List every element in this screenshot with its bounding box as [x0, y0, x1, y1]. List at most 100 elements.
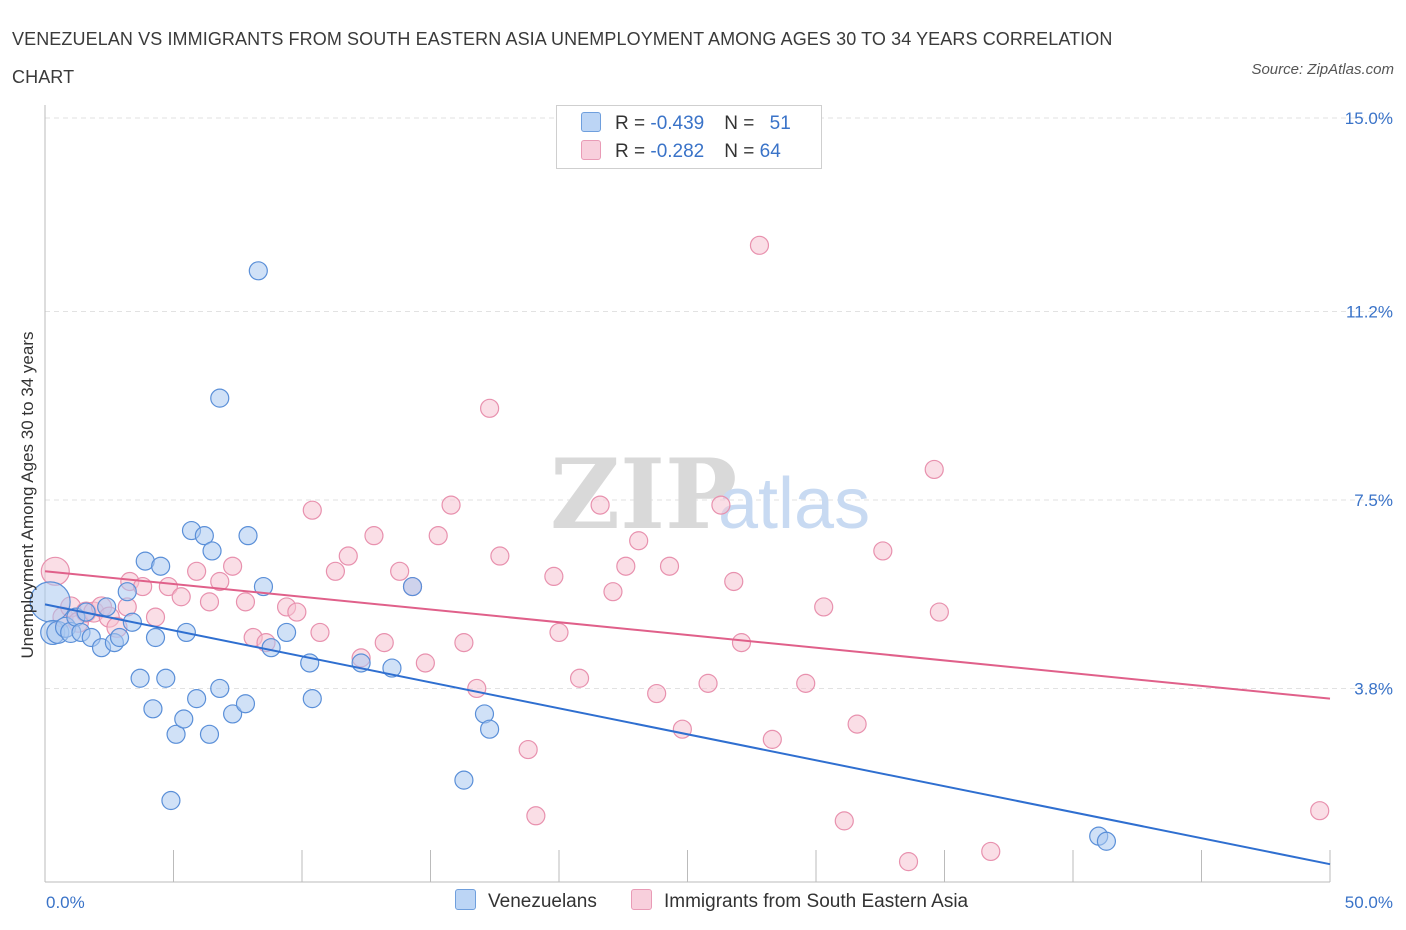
immigrant-point — [454, 633, 474, 653]
immigrant-point — [814, 597, 834, 617]
venezuelan-point — [223, 704, 243, 724]
immigrant-point — [762, 729, 782, 749]
immigrant-point — [441, 495, 461, 515]
immigrant-point — [223, 556, 243, 576]
immigrant-point — [518, 739, 538, 760]
immigrant-point — [526, 806, 546, 826]
immigrant-point — [629, 531, 649, 551]
immigrant-point — [603, 582, 623, 602]
venezuelan-point — [238, 526, 258, 546]
immigrant-point — [325, 561, 346, 581]
tick-labels: 3.8% 7.5% 11.2% 15.0% 0.0% 50.0% — [46, 109, 1393, 912]
y-tick-label: 11.2% — [1346, 303, 1393, 322]
venezuelan-point — [382, 658, 402, 678]
legend-r-label: R = — [615, 141, 651, 162]
zipatlas-watermark: ZIP atlas — [550, 438, 870, 551]
legend-n-value: 51 — [769, 113, 791, 134]
venezuelan-point — [199, 724, 220, 744]
legend-item-immigrants[interactable]: Immigrants from South Eastern Asia — [631, 889, 968, 913]
venezuelan-point — [117, 582, 137, 602]
immigrant-point — [569, 668, 590, 688]
immigrant-point — [480, 398, 500, 418]
venezuelan-point — [194, 526, 214, 546]
immigrant-point — [364, 526, 384, 546]
y-tick-label: 15.0% — [1345, 109, 1393, 128]
immigrant-point — [287, 602, 307, 622]
legend-item-venezuelans[interactable]: Venezuelans — [455, 889, 597, 913]
venezuelan-point — [210, 388, 230, 408]
immigrant-point — [467, 678, 487, 699]
venezuelan-point — [97, 597, 117, 617]
immigrant-point — [647, 683, 667, 704]
immigrant-point — [187, 561, 207, 581]
immigrant-point — [659, 556, 680, 576]
y-axis-label: Unemployment Among Ages 30 to 34 years — [18, 331, 37, 659]
immigrant-point — [302, 500, 322, 520]
immigrant-point — [731, 633, 752, 653]
legend-swatch-blue — [581, 112, 601, 132]
watermark-zip: ZIP — [550, 438, 737, 551]
immigrant-point — [724, 571, 744, 592]
venezuelan-point — [156, 668, 176, 688]
legend-n-label: N = — [724, 141, 760, 162]
immigrant-point — [981, 841, 1001, 862]
venezuelan-point — [187, 689, 207, 709]
legend-label-immigrants: Immigrants from South Eastern Asia — [664, 891, 969, 912]
immigrant-point — [698, 673, 718, 693]
legend-r-value: -0.439 — [650, 113, 705, 134]
venezuelan-point — [166, 724, 186, 744]
legend-r-value: -0.282 — [650, 141, 705, 162]
trend-lines — [44, 570, 1331, 866]
legend-n-label: N = — [724, 113, 760, 134]
immigrant-point — [834, 811, 854, 831]
x-tick-label-min: 0.0% — [46, 893, 85, 912]
venezuelan-point — [161, 790, 181, 811]
series-venezuelans-points — [29, 261, 1117, 851]
immigrant-point — [929, 602, 949, 622]
legend-swatch-pink — [581, 140, 601, 160]
immigrant-point — [847, 714, 867, 734]
venezuelan-point — [1096, 831, 1117, 851]
immigrant-point — [590, 495, 610, 515]
immigrant-point — [898, 852, 919, 872]
venezuelan-point — [235, 694, 256, 714]
correlation-legend: R = -0.439 N = 51 R = -0.282 N = 64 — [556, 105, 822, 169]
trendline-venezuelans — [44, 603, 1331, 866]
venezuelan-point — [151, 556, 171, 576]
immigrant-point — [415, 653, 435, 673]
source-credit: Source: ZipAtlas.com — [1251, 61, 1394, 78]
venezuelan-point — [130, 668, 150, 688]
venezuelan-point — [302, 689, 322, 709]
venezuelan-point — [143, 699, 163, 719]
immigrant-point — [210, 571, 230, 592]
venezuelan-point — [480, 719, 500, 739]
immigrant-point — [310, 622, 330, 643]
immigrant-point — [796, 673, 816, 693]
venezuelan-point — [402, 576, 423, 597]
immigrant-point — [235, 592, 256, 612]
chart-title: VENEZUELAN VS IMMIGRANTS FROM SOUTH EAST… — [12, 29, 1113, 87]
legend-n-value: 64 — [759, 141, 781, 162]
venezuelan-point — [261, 638, 281, 658]
watermark-atlas: atlas — [718, 464, 870, 544]
legend-label-venezuelans: Venezuelans — [488, 891, 597, 912]
immigrant-point — [749, 235, 770, 255]
venezuelan-point — [145, 627, 166, 648]
legend-r-label: R = — [615, 113, 651, 134]
immigrant-point — [544, 566, 564, 587]
x-tick-label-max: 50.0% — [1345, 893, 1393, 912]
legend-row-venezuelans: R = -0.439 N = 51 — [581, 112, 791, 136]
legend-swatch-venezuelans — [455, 889, 476, 910]
immigrant-point — [873, 541, 893, 561]
venezuelan-point — [454, 770, 474, 790]
immigrant-point — [1310, 801, 1330, 821]
immigrant-point — [374, 633, 394, 653]
axes — [44, 105, 1331, 883]
trendline-immigrants — [44, 570, 1331, 700]
immigrant-point — [428, 526, 448, 546]
venezuelan-point — [276, 622, 297, 643]
y-tick-label: 7.5% — [1354, 491, 1393, 510]
venezuelan-point — [174, 709, 194, 729]
immigrant-point — [490, 546, 510, 566]
